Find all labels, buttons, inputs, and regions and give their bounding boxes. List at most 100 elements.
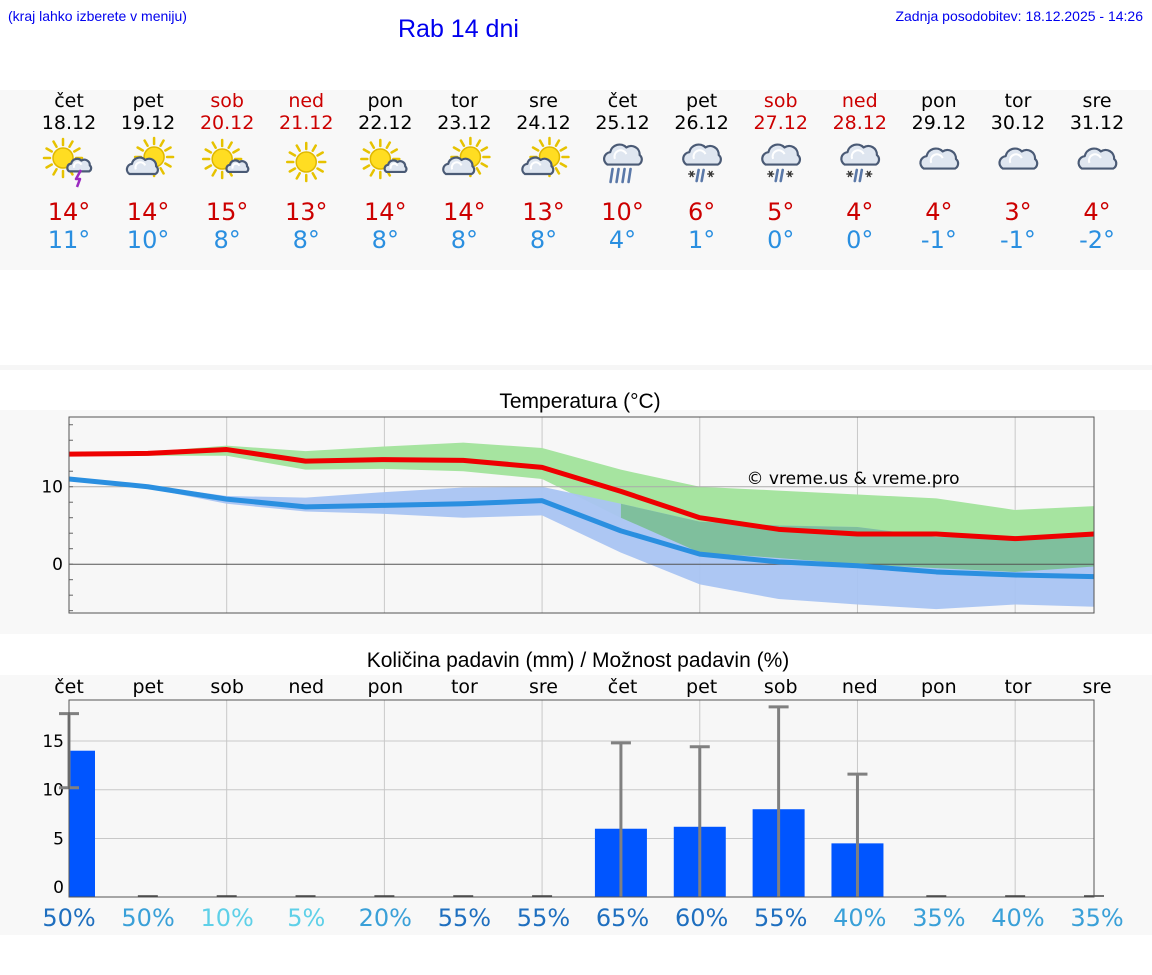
min-temp: 8° xyxy=(451,226,478,254)
temperature-plot-frame xyxy=(68,416,1095,614)
precip-day-label: sre xyxy=(529,676,558,698)
min-temp: -2° xyxy=(1079,226,1115,254)
min-temp: -1° xyxy=(1000,226,1036,254)
overlap-temp-band xyxy=(620,503,1094,572)
precip-probability: 10% xyxy=(200,904,253,932)
day-name: ned xyxy=(288,90,324,112)
precip-bar xyxy=(69,750,95,897)
max-temp: 4° xyxy=(846,198,873,226)
day-name: sre xyxy=(1083,90,1112,112)
day-name: ned xyxy=(842,90,878,112)
day-date: 19.12 xyxy=(121,112,175,134)
min-temp: 4° xyxy=(609,226,636,254)
day-date: 25.12 xyxy=(595,112,649,134)
precip-probability: 55% xyxy=(754,904,807,932)
sun-cloud-icon xyxy=(442,136,491,178)
precip-day-label: sre xyxy=(1083,676,1112,698)
day-date: 31.12 xyxy=(1070,112,1124,134)
precip-day-label: tor xyxy=(1005,676,1032,698)
cloud-sleet-icon xyxy=(840,143,881,183)
precip-probability: 65% xyxy=(596,904,649,932)
max-temp: 14° xyxy=(443,198,486,226)
day-name: sre xyxy=(529,90,558,112)
day-date: 27.12 xyxy=(754,112,808,134)
precip-probability: 35% xyxy=(912,904,965,932)
precip-probability: 55% xyxy=(517,904,570,932)
min-temp-range-band xyxy=(69,477,1094,610)
max-temp: 13° xyxy=(522,198,565,226)
day-name: čet xyxy=(608,90,638,112)
precip-day-label: ned xyxy=(842,676,878,698)
max-temp: 6° xyxy=(688,198,715,226)
max-temp: 4° xyxy=(925,198,952,226)
precip-day-label: tor xyxy=(451,676,478,698)
cloud-icon xyxy=(1077,147,1118,170)
max-temp: 5° xyxy=(767,198,794,226)
day-date: 28.12 xyxy=(833,112,887,134)
day-name: pet xyxy=(686,90,717,112)
y-tick-label: 0 xyxy=(52,555,63,575)
day-date: 20.12 xyxy=(200,112,254,134)
precip-probability: 60% xyxy=(675,904,728,932)
day-date: 30.12 xyxy=(991,112,1045,134)
min-temp: 8° xyxy=(372,226,399,254)
y-tick-label: 10 xyxy=(42,781,64,801)
page-title: Rab 14 dni xyxy=(398,15,519,43)
cloud-icon xyxy=(998,147,1039,170)
precip-day-label: čet xyxy=(54,676,84,698)
precip-probability: 55% xyxy=(438,904,491,932)
day-name: pon xyxy=(921,90,957,112)
precip-probability: 40% xyxy=(991,904,1044,932)
min-temp: 0° xyxy=(767,226,794,254)
last-update-text: Zadnja posodobitev: 18.12.2025 - 14:26 xyxy=(895,8,1143,24)
y-tick-label: 10 xyxy=(41,478,63,498)
sun-small-cloud-icon xyxy=(360,138,408,180)
day-date: 18.12 xyxy=(42,112,96,134)
day-name: sob xyxy=(764,90,798,112)
precipitation-chart-title: Količina padavin (mm) / Možnost padavin … xyxy=(367,649,790,672)
max-temp: 3° xyxy=(1004,198,1031,226)
precip-probability: 40% xyxy=(833,904,886,932)
precip-day-label: sob xyxy=(764,676,798,698)
precip-day-label: pon xyxy=(921,676,957,698)
max-temp: 14° xyxy=(48,198,91,226)
day-name: pon xyxy=(367,90,403,112)
day-date: 21.12 xyxy=(279,112,333,134)
min-temp: 0° xyxy=(846,226,873,254)
min-temp-line xyxy=(68,476,1095,580)
precip-day-label: pet xyxy=(686,676,717,698)
min-temp: 11° xyxy=(48,226,91,254)
cloud-sleet-icon xyxy=(761,143,802,183)
day-date: 24.12 xyxy=(516,112,570,134)
precipitation-plot-area xyxy=(69,700,1094,897)
daily-forecast-panel xyxy=(0,90,1152,270)
precipitation-plot-frame xyxy=(68,699,1095,898)
day-name: pet xyxy=(132,90,163,112)
cloud-sleet-icon xyxy=(682,143,722,183)
precip-probability: 20% xyxy=(359,904,412,932)
max-temp-line xyxy=(68,447,1095,542)
copyright-watermark: © vreme.us & vreme.pro xyxy=(746,469,959,489)
day-date: 29.12 xyxy=(912,112,966,134)
y-tick-label: 5 xyxy=(53,829,64,849)
divider xyxy=(0,365,1152,370)
day-date: 26.12 xyxy=(674,112,728,134)
precip-day-label: čet xyxy=(608,676,638,698)
y-tick-label: 15 xyxy=(42,732,64,752)
sun-small-cloud-icon xyxy=(201,138,250,180)
max-temp: 15° xyxy=(206,198,249,226)
min-temp: 8° xyxy=(214,226,241,254)
menu-hint-link[interactable]: (kraj lahko izberete v meniju) xyxy=(8,8,187,24)
precip-probability: 5% xyxy=(287,904,325,932)
day-name: tor xyxy=(1005,90,1032,112)
cloud-rain-icon xyxy=(603,143,643,184)
sun-cloud-icon xyxy=(521,136,570,178)
precip-probability: 50% xyxy=(42,904,95,932)
day-date: 23.12 xyxy=(437,112,491,134)
day-date: 22.12 xyxy=(358,112,412,134)
max-temp: 14° xyxy=(127,198,170,226)
precip-day-label: sob xyxy=(210,676,244,698)
sun-cloud-storm-icon xyxy=(42,137,93,188)
max-temp: 14° xyxy=(364,198,407,226)
